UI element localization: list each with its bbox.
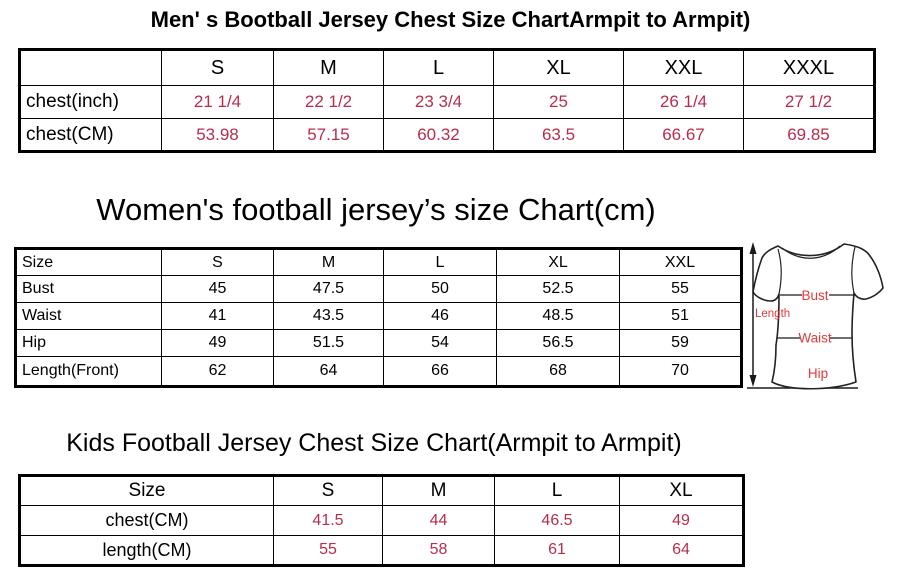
mens-col-xl: XL (493, 49, 624, 86)
tshirt-diagram-svg: Length Bust Waist Hip (747, 242, 884, 390)
table-row: length(CM) 55 58 61 64 (19, 535, 744, 566)
table-row: Bust 45 47.5 50 52.5 55 (15, 275, 742, 303)
measure-lines (777, 294, 856, 339)
length-label: Length (755, 308, 790, 320)
cell-value: 50 (383, 275, 497, 303)
cell-value: 60.32 (383, 118, 494, 152)
bust-label: Bust (801, 288, 828, 303)
cell-value: 25 (493, 85, 624, 119)
cell-value: 22 1/2 (273, 85, 384, 119)
mens-col-xxl: XXL (623, 49, 744, 86)
cell-value: 62 (161, 356, 274, 387)
cell-value: 61 (494, 535, 620, 566)
cell-value: 69.85 (743, 118, 875, 152)
table-row: chest(CM) 41.5 44 46.5 49 (19, 505, 744, 536)
cell-value: 43.5 (273, 302, 384, 330)
kids-row-label-chest: chest(CM) (19, 505, 274, 536)
womens-row-label-waist: Waist (15, 302, 162, 330)
womens-col-m: M (273, 248, 384, 276)
cell-value: 57.15 (273, 118, 384, 152)
kids-size-table: Size S M L XL chest(CM) 41.5 44 46.5 49 … (18, 474, 745, 567)
womens-row-label-length: Length(Front) (15, 356, 162, 387)
mens-col-xxxl: XXXL (743, 49, 875, 86)
cell-value: 63.5 (493, 118, 624, 152)
cell-value: 46.5 (494, 505, 620, 536)
cell-value: 49 (161, 329, 274, 357)
cell-value: 66 (383, 356, 497, 387)
table-row: Waist 41 43.5 46 48.5 51 (15, 302, 742, 330)
cell-value: 51 (619, 302, 742, 330)
table-row: Hip 49 51.5 54 56.5 59 (15, 329, 742, 357)
mens-chart-title: Men' s Bootball Jersey Chest Size ChartA… (150, 7, 751, 32)
mens-row-label-inch: chest(inch) (19, 85, 162, 119)
cell-value: 58 (382, 535, 495, 566)
collar-inner-line (781, 245, 841, 259)
cell-value: 23 3/4 (383, 85, 494, 119)
womens-row-label-hip: Hip (15, 329, 162, 357)
mens-header-row: S M L XL XXL XXXL (19, 49, 875, 86)
cell-value: 46 (383, 302, 497, 330)
cell-value: 44 (382, 505, 495, 536)
cell-value: 52.5 (496, 275, 620, 303)
cell-value: 59 (619, 329, 742, 357)
table-row: Length(Front) 62 64 66 68 70 (15, 356, 742, 387)
table-row: chest(CM) 53.98 57.15 60.32 63.5 66.67 6… (19, 118, 875, 152)
table-row: chest(inch) 21 1/4 22 1/2 23 3/4 25 26 1… (19, 85, 875, 119)
womens-header-row: Size S M L XL XXL (15, 248, 742, 276)
cell-value: 51.5 (273, 329, 384, 357)
right-armhole-line (851, 246, 856, 294)
mens-col-m: M (273, 49, 384, 86)
length-arrow (749, 242, 757, 387)
womens-col-l: L (383, 248, 497, 276)
kids-chart-title: Kids Football Jersey Chest Size Chart(Ar… (66, 429, 682, 457)
cell-value: 48.5 (496, 302, 620, 330)
cell-value: 41 (161, 302, 274, 330)
cell-value: 70 (619, 356, 742, 387)
kids-col-l: L (494, 475, 620, 506)
womens-chart-title: Women's football jersey’s size Chart(cm) (96, 192, 656, 227)
cell-value: 21 1/4 (161, 85, 274, 119)
cell-value: 54 (383, 329, 497, 357)
kids-header-row: Size S M L XL (19, 475, 744, 506)
kids-row-label-length: length(CM) (19, 535, 274, 566)
womens-col-xl: XL (496, 248, 620, 276)
mens-row-label-cm: chest(CM) (19, 118, 162, 152)
womens-size-table: Size S M L XL XXL Bust 45 47.5 50 52.5 5… (14, 247, 743, 388)
size-diagram: Length Bust Waist Hip (745, 241, 901, 397)
cell-value: 55 (619, 275, 742, 303)
cell-value: 41.5 (273, 505, 383, 536)
cell-value: 56.5 (496, 329, 620, 357)
mens-size-table: S M L XL XXL XXXL chest(inch) 21 1/4 22 … (18, 48, 876, 153)
womens-col-s: S (161, 248, 274, 276)
kids-col-m: M (382, 475, 495, 506)
cell-value: 64 (273, 356, 384, 387)
womens-size-header: Size (15, 248, 162, 276)
cell-value: 27 1/2 (743, 85, 875, 119)
cell-value: 64 (619, 535, 744, 566)
tshirt-outline (752, 243, 884, 390)
left-armhole-line (777, 248, 782, 295)
womens-col-xxl: XXL (619, 248, 742, 276)
cell-value: 66.67 (623, 118, 744, 152)
cell-value: 68 (496, 356, 620, 387)
mens-corner-cell (19, 49, 162, 86)
cell-value: 26 1/4 (623, 85, 744, 119)
womens-row-label-bust: Bust (15, 275, 162, 303)
hip-label: Hip (808, 366, 828, 381)
cell-value: 49 (619, 505, 744, 536)
kids-size-header: Size (19, 475, 274, 506)
mens-col-s: S (161, 49, 274, 86)
waist-label: Waist (798, 331, 831, 346)
cell-value: 53.98 (161, 118, 274, 152)
mens-col-l: L (383, 49, 494, 86)
kids-col-s: S (273, 475, 383, 506)
kids-col-xl: XL (619, 475, 744, 506)
cell-value: 55 (273, 535, 383, 566)
cell-value: 47.5 (273, 275, 384, 303)
cell-value: 45 (161, 275, 274, 303)
